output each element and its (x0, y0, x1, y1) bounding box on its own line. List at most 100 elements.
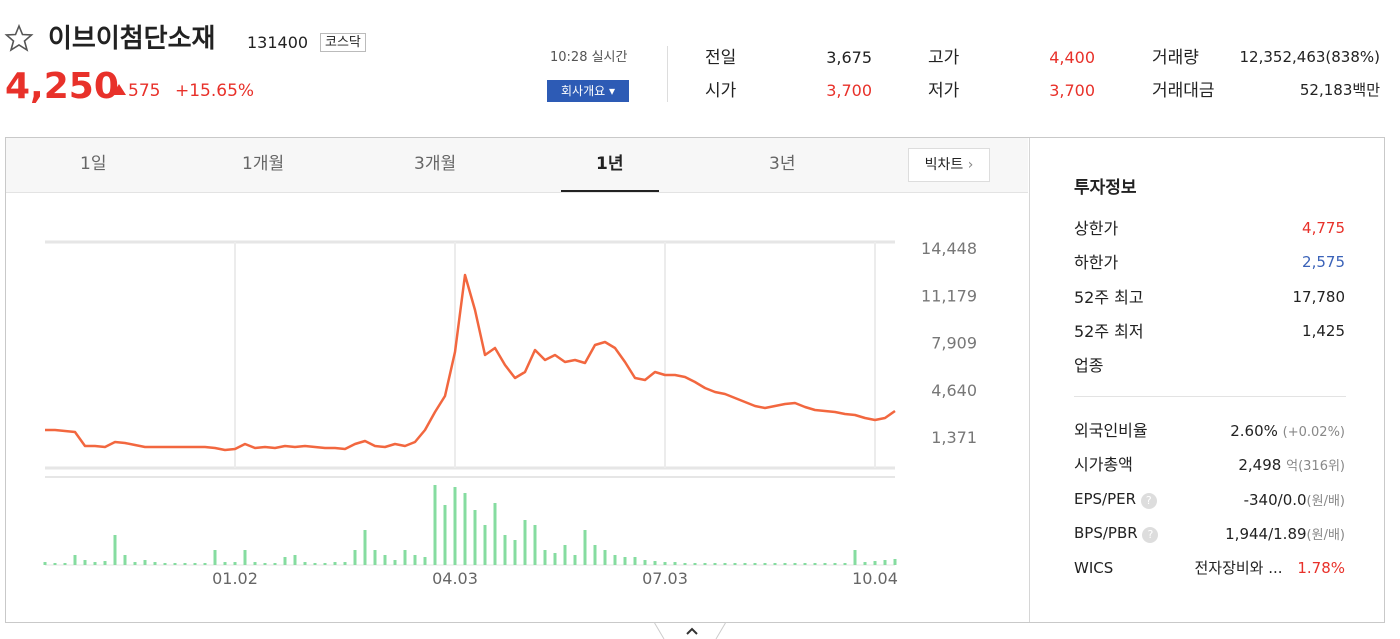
big-chart-label: 빅차트 (924, 157, 964, 173)
info-label: 시가총액 (1074, 455, 1133, 474)
volume-bar (633, 557, 637, 565)
separator (667, 46, 668, 102)
volume-bar (693, 563, 697, 565)
volume-bar (363, 530, 367, 565)
help-icon[interactable]: ? (1140, 493, 1157, 509)
volume-bar (643, 560, 647, 565)
volume-bar (303, 562, 307, 565)
tab[interactable]: 3년 (769, 154, 796, 174)
label: BPS/PBR (1074, 524, 1138, 542)
volume-bar (583, 530, 587, 565)
current-price: 4,250 (5, 66, 119, 107)
info-value: 4,775 (1302, 219, 1345, 237)
tab-active[interactable]: 1년 (596, 154, 624, 174)
summary-label: 거래량 (1152, 48, 1199, 68)
volume-bar (133, 562, 137, 565)
info-label: 상한가 (1074, 219, 1119, 238)
note: (316위) (1298, 459, 1345, 474)
volume-bar (843, 563, 847, 565)
info-label: BPS/PBR ? (1074, 524, 1159, 543)
x-tick-label: 01.02 (212, 569, 258, 588)
volume-bar (403, 550, 407, 565)
volume-bar (393, 560, 397, 565)
volume-bar (93, 562, 97, 565)
stock-name: 이브이첨단소재 (48, 24, 216, 54)
note: (원/배) (1306, 494, 1345, 509)
info-value: 1,944/1.89(원/배) (1225, 527, 1345, 543)
volume-bar (663, 562, 667, 565)
info-label: 하한가 (1074, 253, 1119, 272)
price-line (45, 273, 896, 452)
volume-bar (243, 550, 247, 565)
company-button-label: 회사개요 (560, 84, 606, 98)
price-chart: 1,371 4,640 7,909 11,179 14,448 01.02 04.03 07.… (43, 239, 977, 588)
summary-label: 전일 (705, 48, 737, 68)
summary-value: 12,352,463(838%) (1239, 48, 1380, 66)
volume-bar (273, 563, 277, 565)
volume-bar (203, 563, 207, 565)
tab[interactable]: 1일 (80, 154, 107, 174)
volume-bar (623, 557, 627, 565)
volume-bar (593, 545, 597, 565)
invest-info: 투자정보 상한가 4,775 하한가 2,575 52주 최고 17,780 5… (1029, 138, 1385, 622)
volume-bar (453, 487, 457, 565)
volume-bar (563, 545, 567, 565)
y-tick-label: 14,448 (921, 239, 977, 258)
volume-bar (413, 555, 417, 565)
big-chart-button[interactable]: 빅차트 › (908, 148, 990, 182)
volume-bar (293, 555, 297, 565)
favorite-star[interactable] (4, 24, 34, 52)
volume-bar (263, 563, 267, 565)
collapse-toggle[interactable] (650, 622, 730, 639)
volume-bar (613, 555, 617, 565)
help-icon[interactable]: ? (1142, 527, 1159, 543)
label: EPS/PER (1074, 490, 1137, 508)
volume-bar (803, 563, 807, 565)
info-label: 업종 (1074, 356, 1104, 375)
tab[interactable]: 3개월 (414, 154, 457, 174)
volume-bar (343, 562, 347, 565)
volume-bar (313, 563, 317, 565)
volume-bar (733, 563, 737, 565)
volume-bar (753, 563, 757, 565)
company-button[interactable]: 회사개요 ▾ (547, 80, 629, 102)
info-value: -340/0.0(원/배) (1244, 493, 1345, 509)
summary-label: 시가 (705, 81, 737, 101)
volume-bar (653, 561, 657, 565)
info-value: 2.60% (+0.02%) (1230, 424, 1345, 440)
volume-bar (853, 550, 857, 565)
volume-bar (83, 560, 87, 565)
chart-panel: 1일 1개월 3개월 1년 3년 빅차트 › 투자정보 상한가 4,775 하한… (5, 137, 1385, 623)
value: 52,183 (1299, 81, 1353, 99)
volume-bar (163, 563, 167, 565)
info-title: 투자정보 (1074, 178, 1137, 198)
volume-bar (573, 555, 577, 565)
volume-bar (333, 562, 337, 565)
up-arrow (112, 84, 126, 95)
volume-bar (833, 563, 837, 565)
info-label: WICS (1074, 559, 1114, 577)
summary-label: 고가 (928, 48, 960, 68)
volume-bar (473, 510, 477, 565)
price-change: 575 (128, 81, 161, 101)
volume-bar (543, 550, 547, 565)
note: (+0.02%) (1282, 425, 1345, 440)
volume-bar (723, 563, 727, 565)
x-tick-label: 10.04 (852, 569, 898, 588)
volume-bar (783, 563, 787, 565)
summary-label: 저가 (928, 81, 960, 101)
volume-bar (523, 520, 527, 565)
tab[interactable]: 1개월 (242, 154, 285, 174)
info-label: 외국인비율 (1074, 421, 1148, 440)
volume-bar (183, 563, 187, 565)
volume-bar (893, 559, 897, 565)
volume-bar (353, 550, 357, 565)
volume-bar (603, 550, 607, 565)
volume-bar (73, 555, 77, 565)
y-tick-label: 1,371 (931, 428, 977, 447)
volume-bar (463, 493, 467, 565)
volume-bar (553, 553, 557, 565)
volume-bar (123, 555, 127, 565)
volume-bar (383, 555, 387, 565)
separator (1074, 396, 1346, 397)
